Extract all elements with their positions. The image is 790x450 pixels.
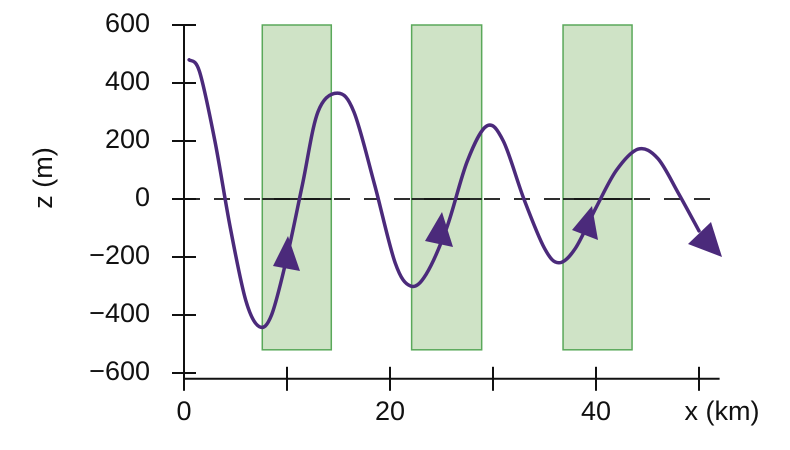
x-tick-label: 40 bbox=[581, 396, 611, 426]
arrowhead bbox=[572, 206, 598, 240]
shaded-region bbox=[261, 24, 333, 351]
shaded-region bbox=[562, 24, 633, 351]
y-tick-label: −200 bbox=[89, 240, 150, 270]
arrowheads bbox=[273, 206, 722, 271]
arrowhead bbox=[688, 222, 722, 257]
x-tick-label: 20 bbox=[375, 396, 405, 426]
x-tick-label: 0 bbox=[176, 396, 191, 426]
y-tick-label: −400 bbox=[89, 298, 150, 328]
arrowhead bbox=[273, 236, 300, 271]
y-axis-label: z (m) bbox=[28, 147, 58, 208]
data-line bbox=[187, 58, 701, 330]
plot bbox=[187, 58, 701, 330]
y-tick-label: 0 bbox=[135, 182, 150, 212]
y-tick-label: −600 bbox=[89, 356, 150, 386]
shaded-regions bbox=[261, 24, 633, 351]
y-tick-label: 600 bbox=[105, 8, 150, 38]
y-tick-label: 400 bbox=[105, 66, 150, 96]
axes: 600 400 200 0 −200 −400 −600 0 20 40 bbox=[89, 8, 720, 426]
x-axis-label: x (km) bbox=[685, 396, 760, 426]
shaded-region bbox=[410, 24, 483, 351]
y-tick-label: 200 bbox=[105, 124, 150, 154]
arrowhead bbox=[425, 212, 453, 247]
